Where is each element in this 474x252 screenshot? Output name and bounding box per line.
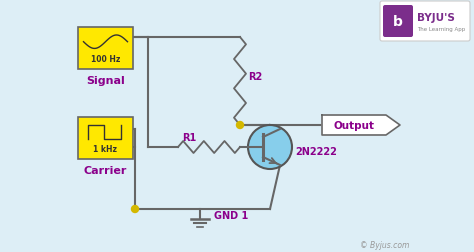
Polygon shape — [322, 115, 400, 136]
Text: © Byjus.com: © Byjus.com — [360, 241, 410, 249]
Text: R1: R1 — [182, 133, 196, 142]
FancyBboxPatch shape — [78, 28, 133, 70]
Circle shape — [248, 125, 292, 169]
Circle shape — [237, 122, 244, 129]
Text: 100 Hz: 100 Hz — [91, 55, 120, 64]
Text: R2: R2 — [248, 72, 262, 82]
Text: BYJU'S: BYJU'S — [417, 13, 455, 23]
FancyBboxPatch shape — [380, 2, 470, 42]
Circle shape — [131, 206, 138, 213]
Text: The Learning App: The Learning App — [417, 27, 465, 32]
Text: b: b — [393, 15, 403, 29]
Text: Carrier: Carrier — [84, 165, 127, 175]
Text: GND 1: GND 1 — [214, 210, 248, 220]
Text: Signal: Signal — [86, 76, 125, 86]
Text: 2N2222: 2N2222 — [295, 146, 337, 156]
FancyBboxPatch shape — [383, 6, 413, 38]
Text: Output: Output — [334, 120, 374, 131]
Text: 1 kHz: 1 kHz — [93, 144, 118, 153]
FancyBboxPatch shape — [78, 117, 133, 159]
